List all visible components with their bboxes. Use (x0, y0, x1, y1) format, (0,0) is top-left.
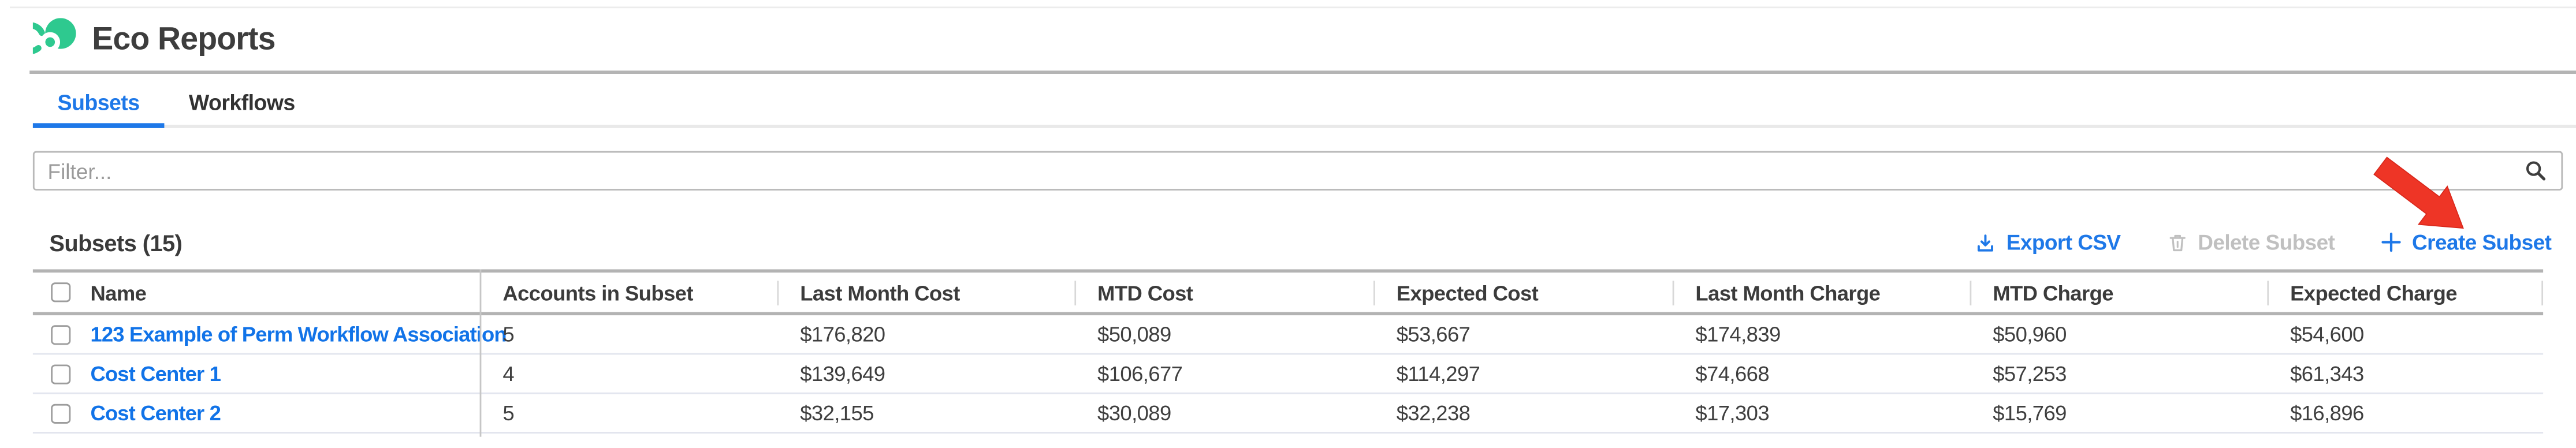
cell-name: Cost Center 2 (33, 401, 480, 425)
subset-name-link[interactable]: Cost Center 2 (90, 401, 221, 425)
cell-name: 123 Example of Perm Workflow Association (33, 322, 507, 346)
cell-accounts-in-subset: 5 (502, 401, 515, 425)
cell-mtd-charge: $57,253 (1993, 361, 2067, 386)
name-column-divider (479, 269, 482, 437)
table-header-row: Name Accounts in Subset Last Month Cost … (32, 269, 2544, 316)
header-divider (29, 70, 2576, 74)
cell-mtd-cost: $106,677 (1097, 361, 1183, 386)
row-checkbox[interactable] (51, 324, 71, 344)
cell-accounts-in-subset: 4 (502, 361, 515, 386)
row-checkbox[interactable] (51, 364, 71, 384)
cell-name: Cost Center 1 (33, 361, 480, 386)
cell-last-month-cost: $32,155 (800, 401, 874, 425)
table-row: Cost Center 1 4 $139,649 $106,677 $114,2… (32, 354, 2544, 394)
cell-last-month-cost: $176,820 (800, 322, 885, 347)
cell-mtd-cost: $30,089 (1097, 401, 1171, 425)
delete-subset-button[interactable]: Delete Subset (2166, 230, 2335, 255)
cell-last-month-charge: $174,839 (1695, 322, 1781, 347)
header-cell-name[interactable]: Name (33, 280, 480, 305)
subsets-table: Name Accounts in Subset Last Month Cost … (32, 269, 2544, 437)
filter-input-wrapper (32, 151, 2563, 191)
header-cell-last-month-cost[interactable]: Last Month Cost (777, 280, 1074, 305)
filter-input[interactable] (34, 152, 2515, 189)
tab-bar: Subsets Workflows (32, 80, 2576, 128)
plus-icon (2381, 232, 2402, 252)
trash-icon (2169, 234, 2186, 251)
eco-reports-logo-icon (32, 17, 76, 53)
tab-workflows[interactable]: Workflows (188, 89, 295, 114)
cell-last-month-charge: $17,303 (1695, 401, 1770, 425)
delete-subset-label: Delete Subset (2198, 230, 2335, 255)
header-cell-expected-charge[interactable]: Expected Charge (2267, 280, 2543, 305)
column-header-label: Name (90, 279, 147, 305)
cell-last-month-charge: $74,668 (1695, 361, 1770, 386)
header-cell-last-month-charge[interactable]: Last Month Charge (1673, 280, 1970, 305)
cell-mtd-cost: $50,089 (1097, 322, 1171, 347)
page-title: Eco Reports (92, 20, 276, 57)
toolbar: Subsets (15) Export CSV Delete Subset (49, 225, 2552, 260)
app-header: Eco Reports (32, 15, 276, 64)
cell-last-month-cost: $139,649 (800, 361, 885, 386)
toolbar-actions: Export CSV Delete Subset Create Subset (1975, 230, 2552, 255)
tab-subsets[interactable]: Subsets (32, 80, 165, 128)
cell-expected-cost: $32,238 (1396, 401, 1471, 425)
export-csv-label: Export CSV (2006, 230, 2121, 255)
subset-name-link[interactable]: Cost Center 1 (90, 361, 221, 386)
filter-row (32, 151, 2563, 191)
header-cell-accounts-in-subset[interactable]: Accounts in Subset (502, 279, 693, 305)
row-checkbox[interactable] (51, 403, 71, 423)
cell-expected-charge: $54,600 (2290, 322, 2364, 347)
export-csv-button[interactable]: Export CSV (1975, 230, 2121, 255)
cell-mtd-charge: $15,769 (1993, 401, 2067, 425)
select-all-checkbox[interactable] (51, 282, 71, 303)
cell-accounts-in-subset: 5 (502, 322, 515, 347)
cell-expected-cost: $114,297 (1396, 361, 1480, 386)
cell-expected-cost: $53,667 (1396, 322, 1471, 347)
search-icon (2526, 161, 2546, 181)
header-cell-mtd-charge[interactable]: MTD Charge (1970, 280, 2267, 305)
create-subset-label: Create Subset (2412, 230, 2552, 255)
cell-expected-charge: $16,896 (2290, 401, 2364, 425)
cell-expected-charge: $61,343 (2290, 361, 2364, 386)
subset-name-link[interactable]: 123 Example of Perm Workflow Association (90, 322, 507, 347)
table-row: 123 Example of Perm Workflow Association… (32, 315, 2544, 355)
subsets-count-label: Subsets (15) (49, 229, 183, 256)
top-border-line (10, 6, 2576, 9)
cell-mtd-charge: $50,960 (1993, 322, 2067, 347)
download-icon (1978, 233, 1994, 251)
header-cell-mtd-cost[interactable]: MTD Cost (1074, 280, 1373, 305)
table-row: Cost Center 2 5 $32,155 $30,089 $32,238 … (32, 394, 2544, 434)
create-subset-button[interactable]: Create Subset (2381, 230, 2552, 255)
header-cell-expected-cost[interactable]: Expected Cost (1373, 280, 1673, 305)
